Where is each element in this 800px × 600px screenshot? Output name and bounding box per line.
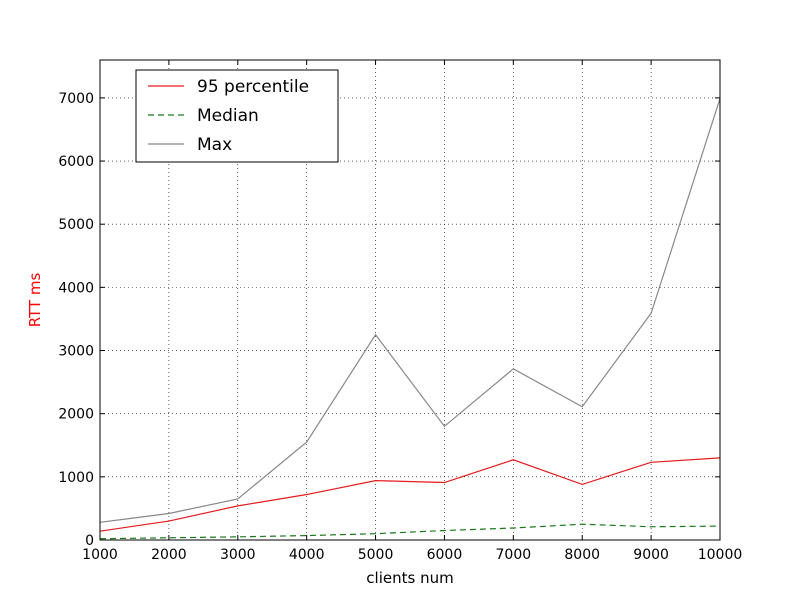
- y-tick-label: 5000: [58, 217, 94, 233]
- plot-frame: [99, 59, 721, 541]
- legend-box: [135, 69, 339, 163]
- series-line-0: [99, 457, 721, 532]
- x-tick-label: 9000: [633, 547, 669, 563]
- legend-label: 95 percentile: [197, 77, 309, 97]
- legend: 95 percentile Median Max: [135, 69, 339, 163]
- x-tick-label: 10000: [698, 547, 743, 563]
- x-tick-label: 8000: [564, 547, 600, 563]
- y-tick-label: 7000: [58, 91, 94, 107]
- series-lines: [99, 98, 721, 540]
- y-axis-label: RTT ms: [26, 273, 44, 328]
- legend-label: Median: [197, 106, 259, 126]
- x-tick-label: 3000: [220, 547, 256, 563]
- x-tick-label: 5000: [358, 547, 394, 563]
- x-tick-label: 4000: [289, 547, 325, 563]
- axis-ticks: 1000 2000 3000 4000 5000 6000 7000 8000 9000 1000…: [58, 60, 742, 563]
- y-tick-label: 3000: [58, 344, 94, 360]
- y-tick-label: 1000: [58, 470, 94, 486]
- y-tick-label: 2000: [58, 407, 94, 423]
- legend-label: Max: [197, 135, 232, 155]
- y-tick-label: 6000: [58, 154, 94, 170]
- x-tick-label: 1000: [82, 547, 118, 563]
- series-line-2: [99, 98, 721, 523]
- y-tick-label: 4000: [58, 280, 94, 296]
- x-axis-label: clients num: [366, 569, 453, 587]
- x-tick-label: 6000: [427, 547, 463, 563]
- y-tick-label: 0: [85, 533, 94, 549]
- series-line-1: [99, 523, 721, 540]
- x-tick-label: 2000: [151, 547, 187, 563]
- x-tick-label: 7000: [496, 547, 532, 563]
